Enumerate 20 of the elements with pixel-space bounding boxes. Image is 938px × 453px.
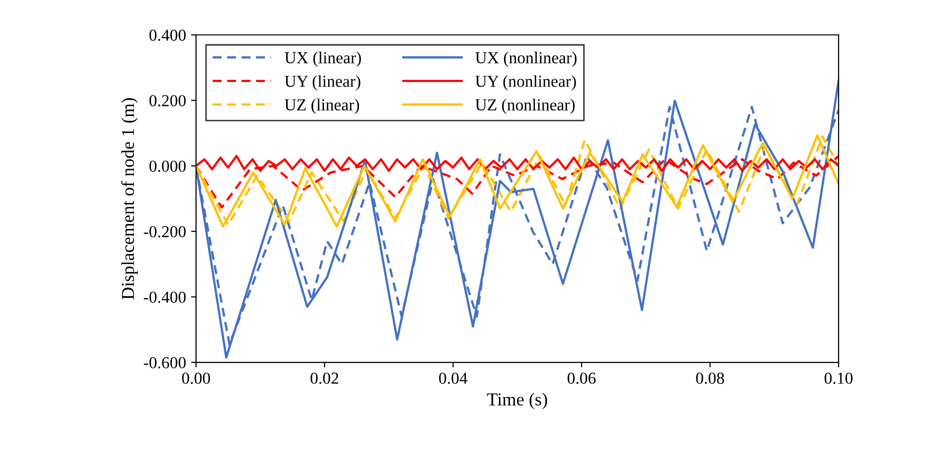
y-tick-label: 0.200 [149, 95, 186, 106]
legend-label: UY (linear) [284, 75, 360, 90]
y-tick-label: -0.400 [144, 292, 186, 303]
legend-label: UZ (nonlinear) [475, 98, 575, 114]
y-tick-label: 0.000 [149, 160, 186, 172]
x-tick-label: 0.10 [824, 372, 853, 384]
legend-label: UZ (linear) [284, 98, 360, 114]
x-tick-label: 0.08 [696, 372, 724, 384]
x-tick-label: 0.06 [568, 372, 596, 384]
legend-label: UY (nonlinear) [475, 75, 576, 90]
legend-label: UX (nonlinear) [475, 52, 577, 67]
y-tick-label: -0.200 [144, 226, 186, 238]
x-tick-label: 0.00 [182, 372, 210, 384]
y-tick-label: 0.400 [149, 30, 186, 41]
x-tick-label: 0.02 [310, 372, 338, 384]
x-axis-title: Time (s) [487, 392, 548, 410]
x-tick-label: 0.04 [439, 372, 468, 384]
y-axis-title: Displacement of node 1 (m) [121, 98, 138, 300]
y-tick-label: -0.600 [144, 357, 186, 368]
legend-label: UX (linear) [284, 52, 361, 67]
